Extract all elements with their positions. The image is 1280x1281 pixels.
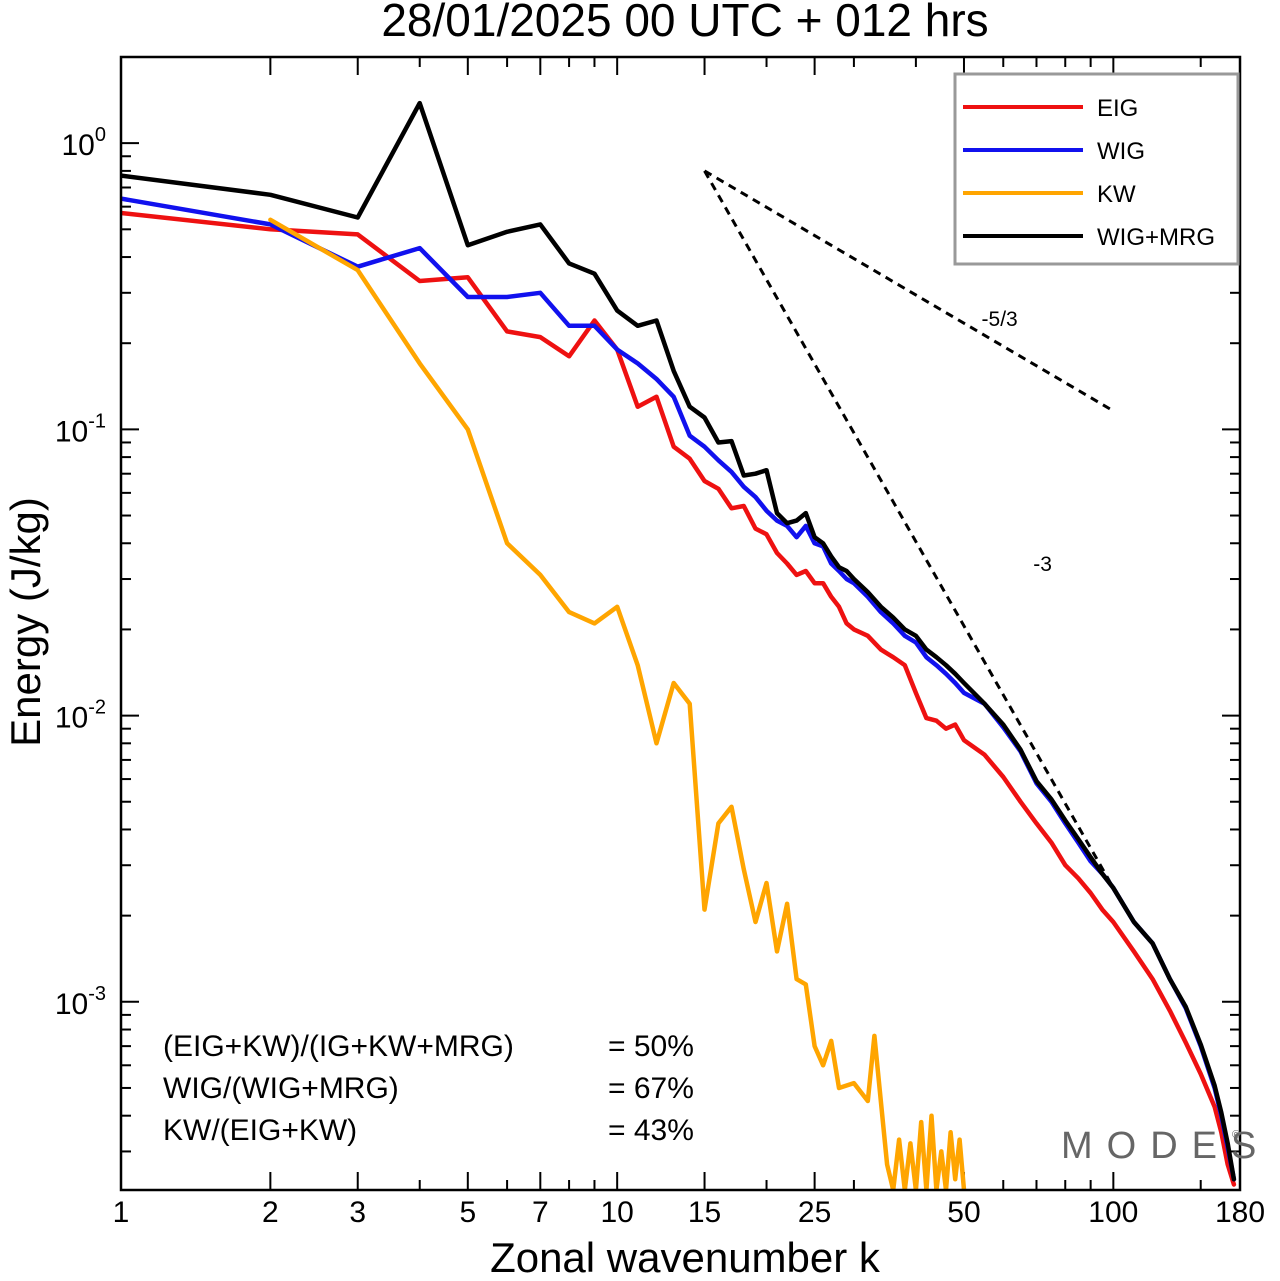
plot-frame — [119, 55, 1242, 1192]
x-tick-label: 1 — [113, 1196, 130, 1229]
y-axis-label: Energy (J/kg) — [2, 497, 49, 747]
y-tick-base: 10 — [55, 415, 88, 448]
annotation-value: = 67% — [608, 1072, 694, 1105]
watermark-copyright: © — [1232, 1129, 1240, 1141]
annotation-label: WIG/(WIG+MRG) — [163, 1072, 399, 1105]
x-tick-label: 100 — [1088, 1196, 1138, 1229]
ratio-annotations: (EIG+KW)/(IG+KW+MRG) = 50% WIG/(WIG+MRG) = … — [163, 1030, 694, 1147]
legend-label: WIG — [1097, 138, 1145, 165]
y-tick-label: 10-2 — [55, 697, 106, 735]
x-tick-label: 5 — [459, 1196, 476, 1229]
series-line-wig-mrg — [121, 100, 1237, 1182]
annotation-value: = 50% — [608, 1030, 694, 1063]
slope-line — [703, 170, 1115, 889]
x-axis-label: Zonal wavenumber k — [490, 1234, 881, 1281]
modes-watermark: MODES © — [1061, 1125, 1270, 1167]
annotation-label: (EIG+KW)/(IG+KW+MRG) — [163, 1030, 514, 1063]
x-tick-label: 2 — [262, 1196, 279, 1229]
y-tick-label: 10-1 — [55, 410, 106, 448]
x-tick-label: 7 — [532, 1196, 549, 1229]
slope-line — [703, 169, 1115, 413]
x-tick-label: 3 — [349, 1196, 366, 1229]
y-tick-exponent: -2 — [88, 697, 106, 719]
x-tick-label: 25 — [798, 1196, 831, 1229]
reference-slope-lines: -5/3 -3 — [703, 169, 1115, 889]
y-tick-base: 10 — [55, 702, 88, 735]
series-line-eig — [121, 210, 1237, 1187]
legend-items: EIG WIG KW WIG+MRG — [963, 95, 1215, 251]
x-tick-label: 15 — [688, 1196, 721, 1229]
y-tick-exponent: -3 — [88, 983, 106, 1005]
annotation-value: = 43% — [608, 1114, 694, 1147]
y-tick-exponent: -1 — [88, 410, 106, 432]
x-tick-label: 10 — [600, 1196, 633, 1229]
legend-label: EIG — [1097, 95, 1138, 122]
x-tick-label: 50 — [947, 1196, 980, 1229]
series-line-kw — [268, 217, 967, 1190]
y-tick-base: 10 — [62, 129, 95, 162]
y-tick-base: 10 — [55, 988, 88, 1021]
watermark-text: MODES — [1061, 1125, 1270, 1167]
legend: EIG WIG KW WIG+MRG — [953, 72, 1240, 266]
slope-label: -3 — [1033, 553, 1052, 576]
chart-title: 28/01/2025 00 UTC + 012 hrs — [381, 0, 988, 46]
y-tick-label: 10-3 — [55, 983, 106, 1021]
series-lines — [121, 100, 1237, 1190]
legend-label: KW — [1097, 181, 1136, 208]
annotation-label: KW/(EIG+KW) — [163, 1114, 357, 1147]
legend-label: WIG+MRG — [1097, 224, 1215, 251]
y-tick-exponent: 0 — [95, 124, 106, 146]
slope-label: -5/3 — [982, 308, 1018, 331]
x-tick-label: 180 — [1215, 1196, 1265, 1229]
y-tick-label: 100 — [62, 124, 107, 162]
x-tick-labels: 1 2 3 5 7 10 15 25 50 100 180 — [113, 1196, 1265, 1229]
